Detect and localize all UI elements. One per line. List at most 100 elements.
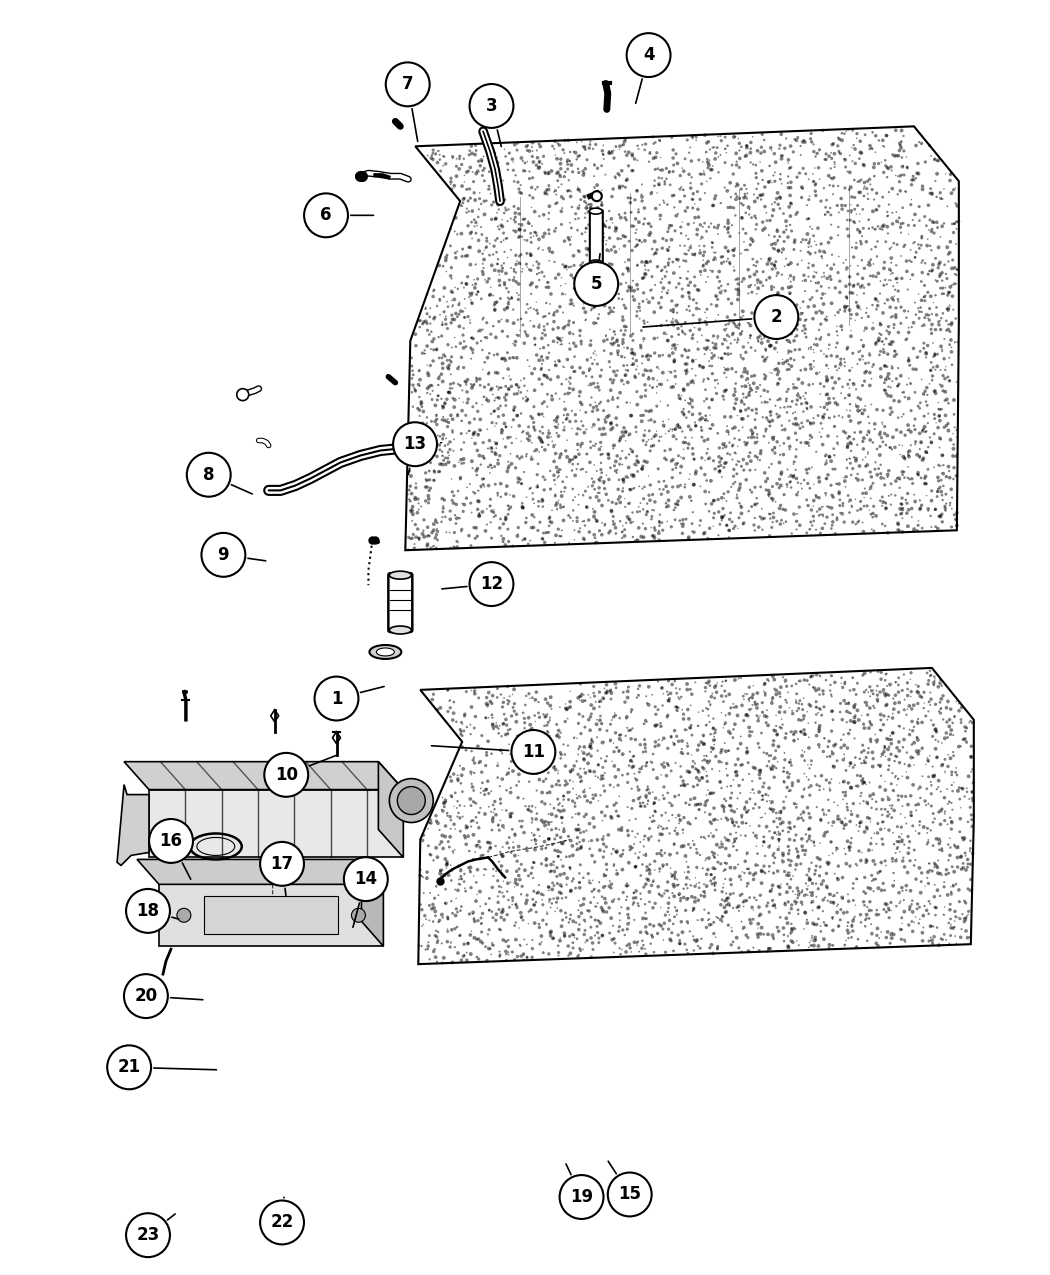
Point xyxy=(575,737,592,757)
Point xyxy=(805,134,822,154)
Point xyxy=(948,502,965,523)
Point xyxy=(762,325,779,346)
Point xyxy=(531,152,548,172)
Point xyxy=(685,776,701,797)
Point xyxy=(486,236,503,256)
Point xyxy=(848,936,865,956)
Point xyxy=(679,680,696,700)
Point xyxy=(824,515,841,536)
Point xyxy=(940,251,957,272)
Point xyxy=(766,678,783,699)
Point xyxy=(768,333,784,353)
Point xyxy=(718,380,735,400)
Point xyxy=(445,209,462,230)
Point xyxy=(632,889,649,909)
Point xyxy=(670,312,687,333)
Point xyxy=(820,232,837,252)
Point xyxy=(590,790,607,811)
Point xyxy=(668,277,685,297)
Point xyxy=(543,922,560,942)
Point xyxy=(430,385,447,405)
Point xyxy=(668,296,685,316)
Point xyxy=(733,807,750,827)
Point xyxy=(856,176,873,196)
Point xyxy=(533,346,550,366)
Point xyxy=(433,454,449,474)
Point xyxy=(859,807,876,827)
Point xyxy=(774,812,791,833)
Point xyxy=(713,506,730,527)
Point xyxy=(705,491,721,511)
Point xyxy=(462,312,479,333)
Point xyxy=(801,882,818,903)
Point xyxy=(672,756,689,776)
Point xyxy=(780,780,797,801)
Point xyxy=(485,344,502,365)
Point xyxy=(516,944,532,964)
Point xyxy=(643,346,659,366)
Point xyxy=(713,455,730,476)
Point xyxy=(669,843,686,863)
Point xyxy=(765,895,782,915)
Point xyxy=(521,799,538,820)
Point xyxy=(707,876,723,896)
Point xyxy=(749,179,765,199)
Point xyxy=(739,927,756,947)
Text: 14: 14 xyxy=(354,870,377,889)
Point xyxy=(496,203,512,223)
Point xyxy=(676,474,693,495)
Point xyxy=(576,690,593,710)
Point xyxy=(534,240,551,260)
Point xyxy=(552,864,569,885)
Point xyxy=(521,161,538,181)
Point xyxy=(487,293,504,314)
Point xyxy=(510,771,527,792)
Point xyxy=(531,157,548,177)
Point xyxy=(587,296,604,316)
Point xyxy=(456,278,472,298)
Point xyxy=(812,833,828,853)
Point xyxy=(593,193,610,213)
Point xyxy=(940,298,957,319)
Point xyxy=(653,845,670,866)
Point xyxy=(824,921,841,941)
Point xyxy=(444,295,461,315)
Point xyxy=(465,425,482,445)
Point xyxy=(799,913,816,933)
Point xyxy=(421,812,438,833)
Point xyxy=(571,785,588,806)
Point xyxy=(753,143,770,163)
Point xyxy=(456,935,472,955)
Circle shape xyxy=(592,191,602,201)
Point xyxy=(747,695,763,715)
Point xyxy=(847,685,864,705)
Point xyxy=(529,738,546,759)
Point xyxy=(872,436,888,456)
Point xyxy=(489,755,506,775)
Point xyxy=(468,215,485,236)
Point xyxy=(860,682,877,703)
Point xyxy=(762,335,779,356)
Point xyxy=(847,514,864,534)
Point xyxy=(422,478,439,499)
Point xyxy=(944,857,961,877)
Point xyxy=(519,890,536,910)
Point xyxy=(846,170,863,190)
Point xyxy=(855,714,872,734)
Point xyxy=(615,682,632,703)
Point xyxy=(884,203,901,223)
Point xyxy=(470,831,487,852)
Point xyxy=(578,218,594,238)
Point xyxy=(728,761,744,782)
Point xyxy=(500,890,517,910)
Point xyxy=(592,913,609,933)
Point xyxy=(936,924,952,945)
Point xyxy=(453,713,469,733)
Point xyxy=(553,442,570,463)
Point xyxy=(916,896,932,917)
Point xyxy=(873,324,889,344)
Point xyxy=(610,340,627,361)
Point xyxy=(540,812,557,833)
Point xyxy=(550,936,567,956)
Point xyxy=(538,856,554,876)
